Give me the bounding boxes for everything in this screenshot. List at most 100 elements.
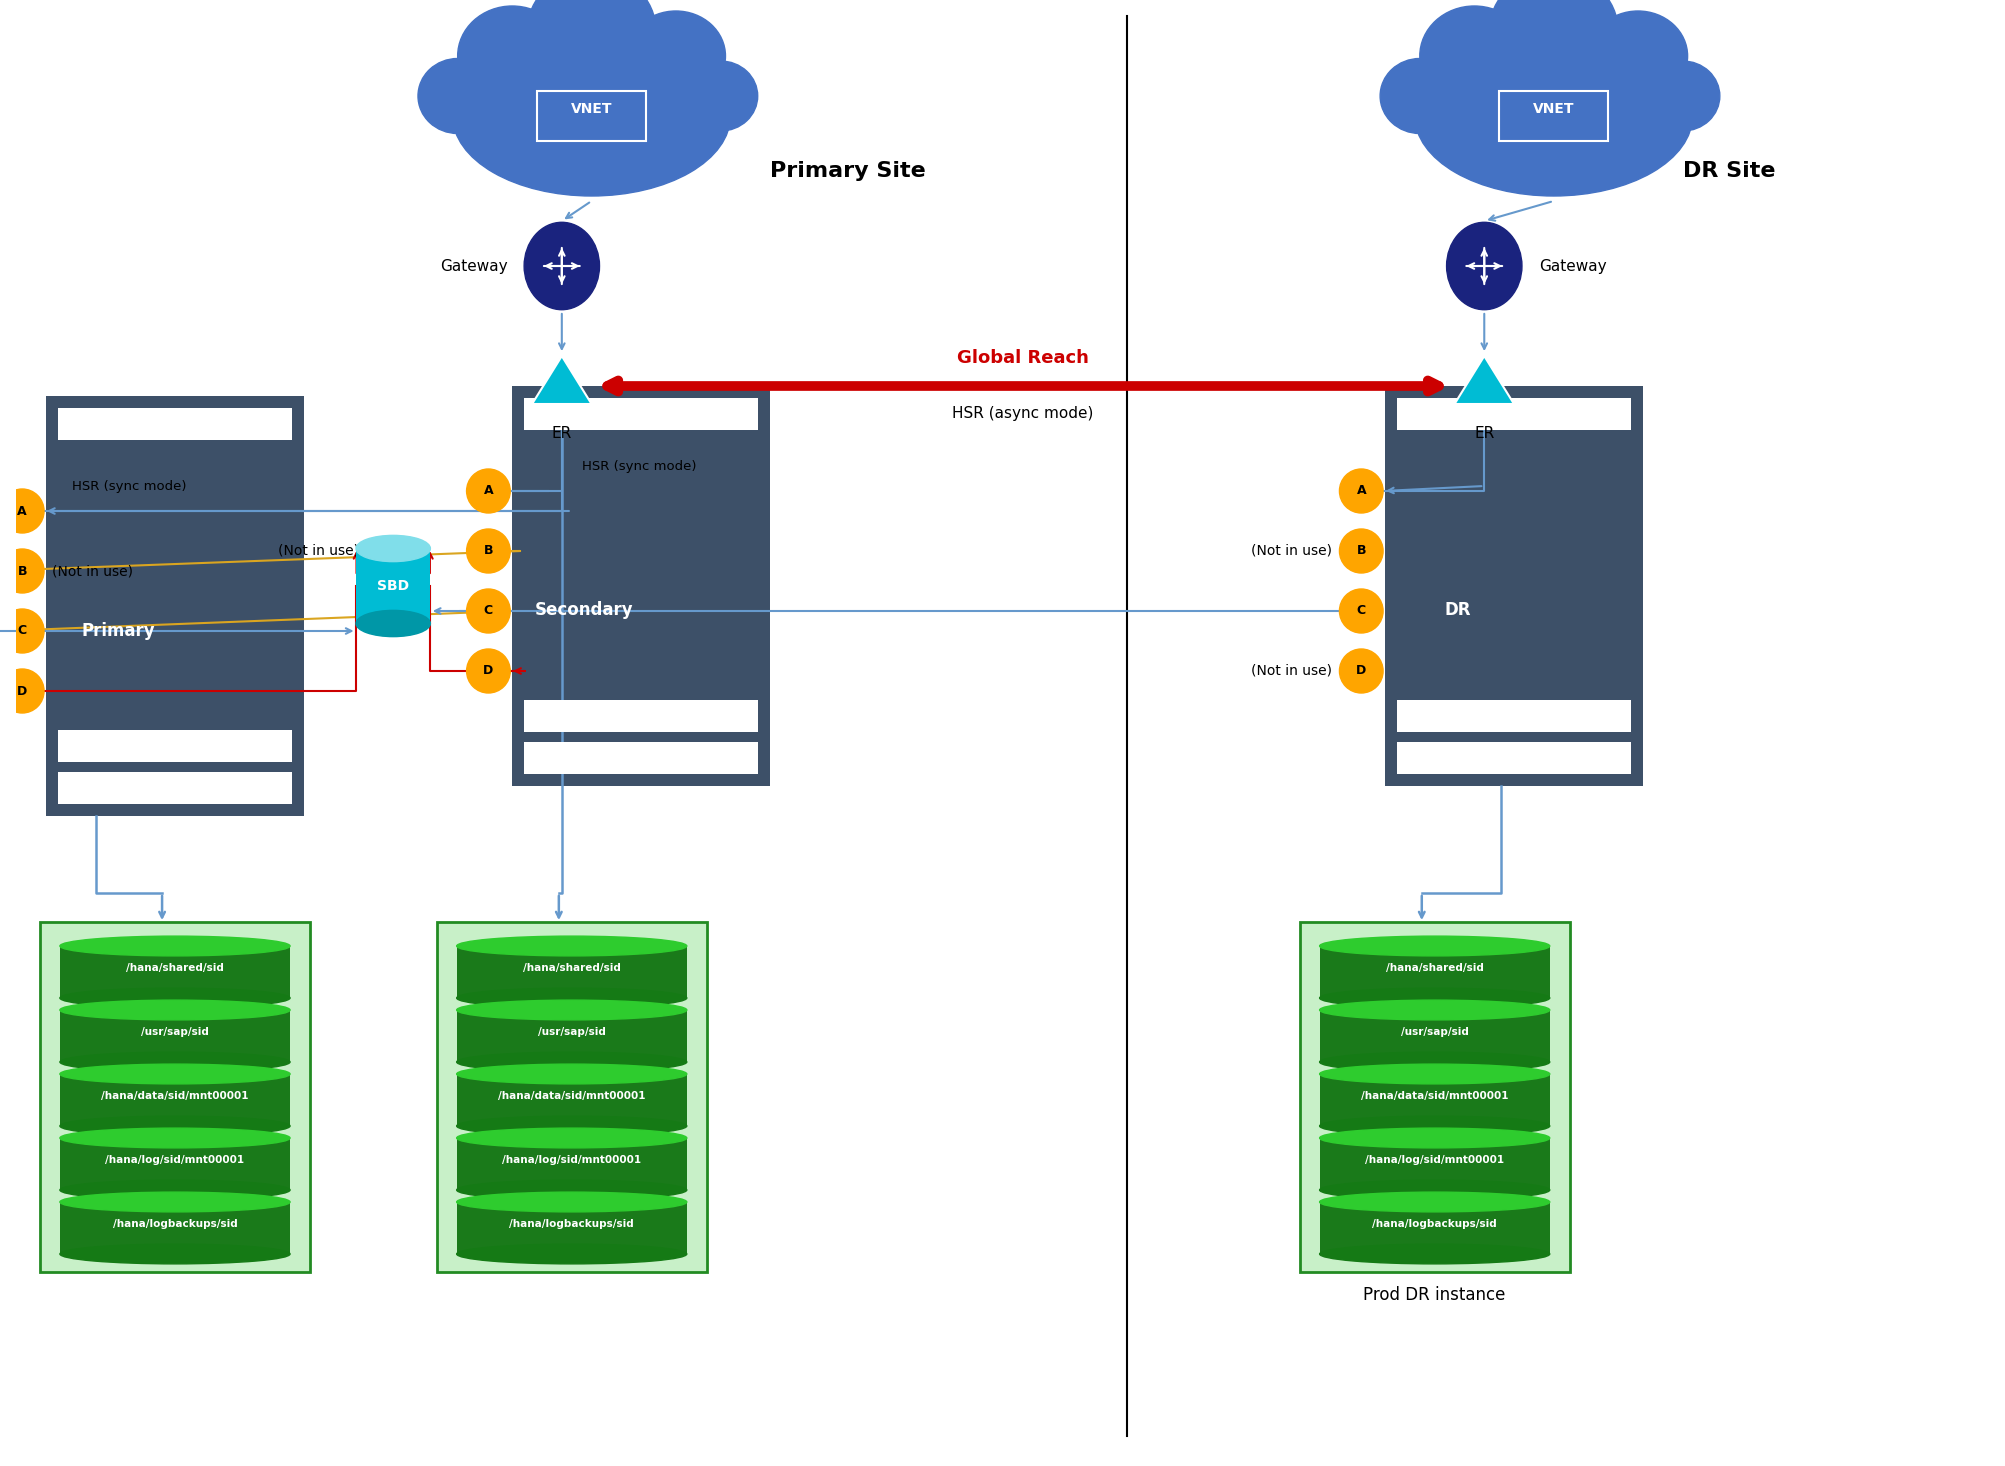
Ellipse shape xyxy=(626,12,726,101)
Ellipse shape xyxy=(1644,62,1718,130)
Ellipse shape xyxy=(457,1000,686,1020)
FancyBboxPatch shape xyxy=(58,773,293,803)
FancyBboxPatch shape xyxy=(40,922,309,1272)
FancyBboxPatch shape xyxy=(457,1138,686,1190)
Text: (Not in use): (Not in use) xyxy=(279,544,359,559)
Circle shape xyxy=(0,668,44,712)
Ellipse shape xyxy=(60,1245,291,1264)
Text: D: D xyxy=(18,685,28,698)
Ellipse shape xyxy=(457,1192,686,1212)
Ellipse shape xyxy=(355,535,431,561)
Text: HSR (sync mode): HSR (sync mode) xyxy=(72,479,186,493)
Text: B: B xyxy=(18,564,26,578)
FancyBboxPatch shape xyxy=(60,1202,291,1253)
Ellipse shape xyxy=(684,62,758,130)
Ellipse shape xyxy=(457,1245,686,1264)
Text: /hana/log/sid/mnt00001: /hana/log/sid/mnt00001 xyxy=(1365,1155,1504,1165)
Text: /hana/data/sid/mnt00001: /hana/data/sid/mnt00001 xyxy=(100,1091,249,1101)
Text: /hana/data/sid/mnt00001: /hana/data/sid/mnt00001 xyxy=(497,1091,646,1101)
Polygon shape xyxy=(531,356,591,405)
Text: Secondary: Secondary xyxy=(535,601,634,619)
Text: ER: ER xyxy=(551,427,571,441)
FancyBboxPatch shape xyxy=(1319,1075,1550,1126)
FancyBboxPatch shape xyxy=(457,946,686,998)
FancyBboxPatch shape xyxy=(457,1010,686,1061)
Circle shape xyxy=(0,490,44,534)
Ellipse shape xyxy=(1414,37,1692,196)
Text: DR: DR xyxy=(1444,601,1470,619)
Circle shape xyxy=(1339,649,1381,693)
Text: Primary Site: Primary Site xyxy=(770,161,926,180)
Ellipse shape xyxy=(355,610,431,636)
Ellipse shape xyxy=(1319,1064,1550,1083)
Text: /hana/log/sid/mnt00001: /hana/log/sid/mnt00001 xyxy=(106,1155,245,1165)
Text: (Not in use): (Not in use) xyxy=(1249,664,1331,677)
Ellipse shape xyxy=(1319,988,1550,1009)
Ellipse shape xyxy=(457,937,686,956)
Text: (Not in use): (Not in use) xyxy=(1249,544,1331,559)
Ellipse shape xyxy=(1319,1116,1550,1136)
FancyBboxPatch shape xyxy=(46,396,305,817)
FancyBboxPatch shape xyxy=(60,1075,291,1126)
FancyBboxPatch shape xyxy=(457,1202,686,1253)
Ellipse shape xyxy=(1446,223,1522,309)
Text: B: B xyxy=(1355,544,1365,557)
Ellipse shape xyxy=(1420,6,1528,106)
FancyBboxPatch shape xyxy=(1395,397,1630,430)
Ellipse shape xyxy=(1319,1180,1550,1199)
Text: C: C xyxy=(1355,604,1365,617)
Text: Primary: Primary xyxy=(82,622,154,641)
FancyBboxPatch shape xyxy=(523,699,758,732)
Text: D: D xyxy=(483,664,493,677)
Ellipse shape xyxy=(60,1064,291,1083)
Ellipse shape xyxy=(60,1192,291,1212)
Ellipse shape xyxy=(60,1180,291,1199)
Ellipse shape xyxy=(1588,12,1686,101)
Text: Prod DR instance: Prod DR instance xyxy=(1363,1286,1506,1303)
Ellipse shape xyxy=(457,988,686,1009)
FancyBboxPatch shape xyxy=(58,408,293,440)
Circle shape xyxy=(467,469,509,513)
Polygon shape xyxy=(1454,356,1514,405)
Ellipse shape xyxy=(60,1053,291,1072)
Circle shape xyxy=(467,529,509,573)
Ellipse shape xyxy=(527,0,656,91)
Circle shape xyxy=(467,649,509,693)
Ellipse shape xyxy=(457,1116,686,1136)
Text: /hana/shared/sid: /hana/shared/sid xyxy=(523,963,620,973)
Text: /usr/sap/sid: /usr/sap/sid xyxy=(1399,1028,1468,1036)
FancyBboxPatch shape xyxy=(1299,922,1568,1272)
Ellipse shape xyxy=(417,59,497,133)
Text: HSR (sync mode): HSR (sync mode) xyxy=(581,460,696,474)
Text: C: C xyxy=(18,625,26,638)
FancyBboxPatch shape xyxy=(355,548,431,623)
Ellipse shape xyxy=(457,1129,686,1148)
Ellipse shape xyxy=(457,1064,686,1083)
Text: Global Reach: Global Reach xyxy=(956,349,1089,366)
Ellipse shape xyxy=(60,988,291,1009)
Text: DR Site: DR Site xyxy=(1682,161,1774,180)
Ellipse shape xyxy=(457,6,567,106)
Text: /hana/logbackups/sid: /hana/logbackups/sid xyxy=(509,1220,634,1229)
Ellipse shape xyxy=(457,1180,686,1199)
Text: /hana/logbackups/sid: /hana/logbackups/sid xyxy=(1371,1220,1496,1229)
FancyBboxPatch shape xyxy=(58,730,293,762)
FancyBboxPatch shape xyxy=(457,1075,686,1126)
FancyBboxPatch shape xyxy=(1319,946,1550,998)
Text: /usr/sap/sid: /usr/sap/sid xyxy=(537,1028,606,1036)
Text: /hana/log/sid/mnt00001: /hana/log/sid/mnt00001 xyxy=(501,1155,642,1165)
FancyBboxPatch shape xyxy=(1319,1138,1550,1190)
Text: /hana/logbackups/sid: /hana/logbackups/sid xyxy=(112,1220,237,1229)
Text: /hana/shared/sid: /hana/shared/sid xyxy=(126,963,225,973)
Text: /hana/shared/sid: /hana/shared/sid xyxy=(1385,963,1484,973)
Circle shape xyxy=(1339,469,1381,513)
Text: Gateway: Gateway xyxy=(1538,258,1606,274)
Ellipse shape xyxy=(1488,0,1618,91)
FancyBboxPatch shape xyxy=(60,1010,291,1061)
Text: VNET: VNET xyxy=(571,103,612,116)
FancyBboxPatch shape xyxy=(523,397,758,430)
Ellipse shape xyxy=(60,1000,291,1020)
Ellipse shape xyxy=(1319,1129,1550,1148)
Text: Gateway: Gateway xyxy=(439,258,507,274)
Circle shape xyxy=(0,608,44,652)
